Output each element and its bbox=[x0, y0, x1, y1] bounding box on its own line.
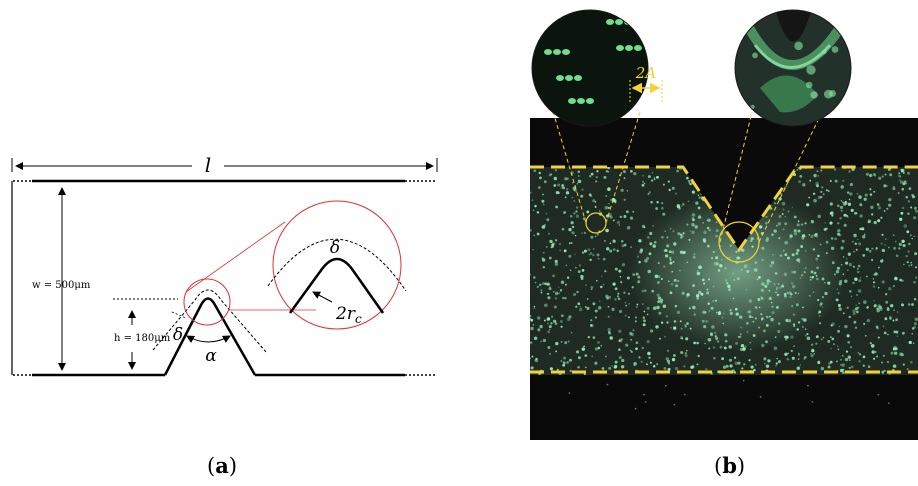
length-dimension: l bbox=[11, 153, 438, 177]
channel-outline bbox=[11, 179, 436, 377]
caption-b: (b) bbox=[714, 453, 746, 478]
wall-guide-top bbox=[530, 165, 918, 253]
zoom-circle bbox=[272, 200, 402, 330]
angle-arc bbox=[186, 335, 231, 343]
delta-label: δ bbox=[173, 325, 183, 345]
caption-a: (a) bbox=[207, 453, 238, 478]
amplitude-label: 2A bbox=[635, 64, 657, 82]
zoom-delta-label: δ bbox=[330, 238, 340, 258]
radius-label: 2rc bbox=[335, 304, 362, 326]
length-label: l bbox=[205, 153, 211, 177]
alpha-label: α bbox=[205, 346, 217, 366]
width-dimension: w = 500μm bbox=[32, 187, 91, 371]
zoom-detail: δ 2rc bbox=[267, 200, 407, 330]
height-label: h = 180μm bbox=[114, 333, 171, 344]
zoom-inset-right bbox=[735, 10, 851, 126]
width-label: w = 500μm bbox=[32, 280, 91, 291]
offset-curve bbox=[152, 289, 267, 353]
panel-b: 2A bbox=[530, 9, 918, 440]
zoom-inset-left bbox=[532, 10, 648, 126]
height-dimension: h = 180μm bbox=[113, 298, 178, 370]
panel-a: l w = 500μm h = 180μm bbox=[11, 153, 438, 377]
zoom-source-circle bbox=[183, 278, 231, 326]
